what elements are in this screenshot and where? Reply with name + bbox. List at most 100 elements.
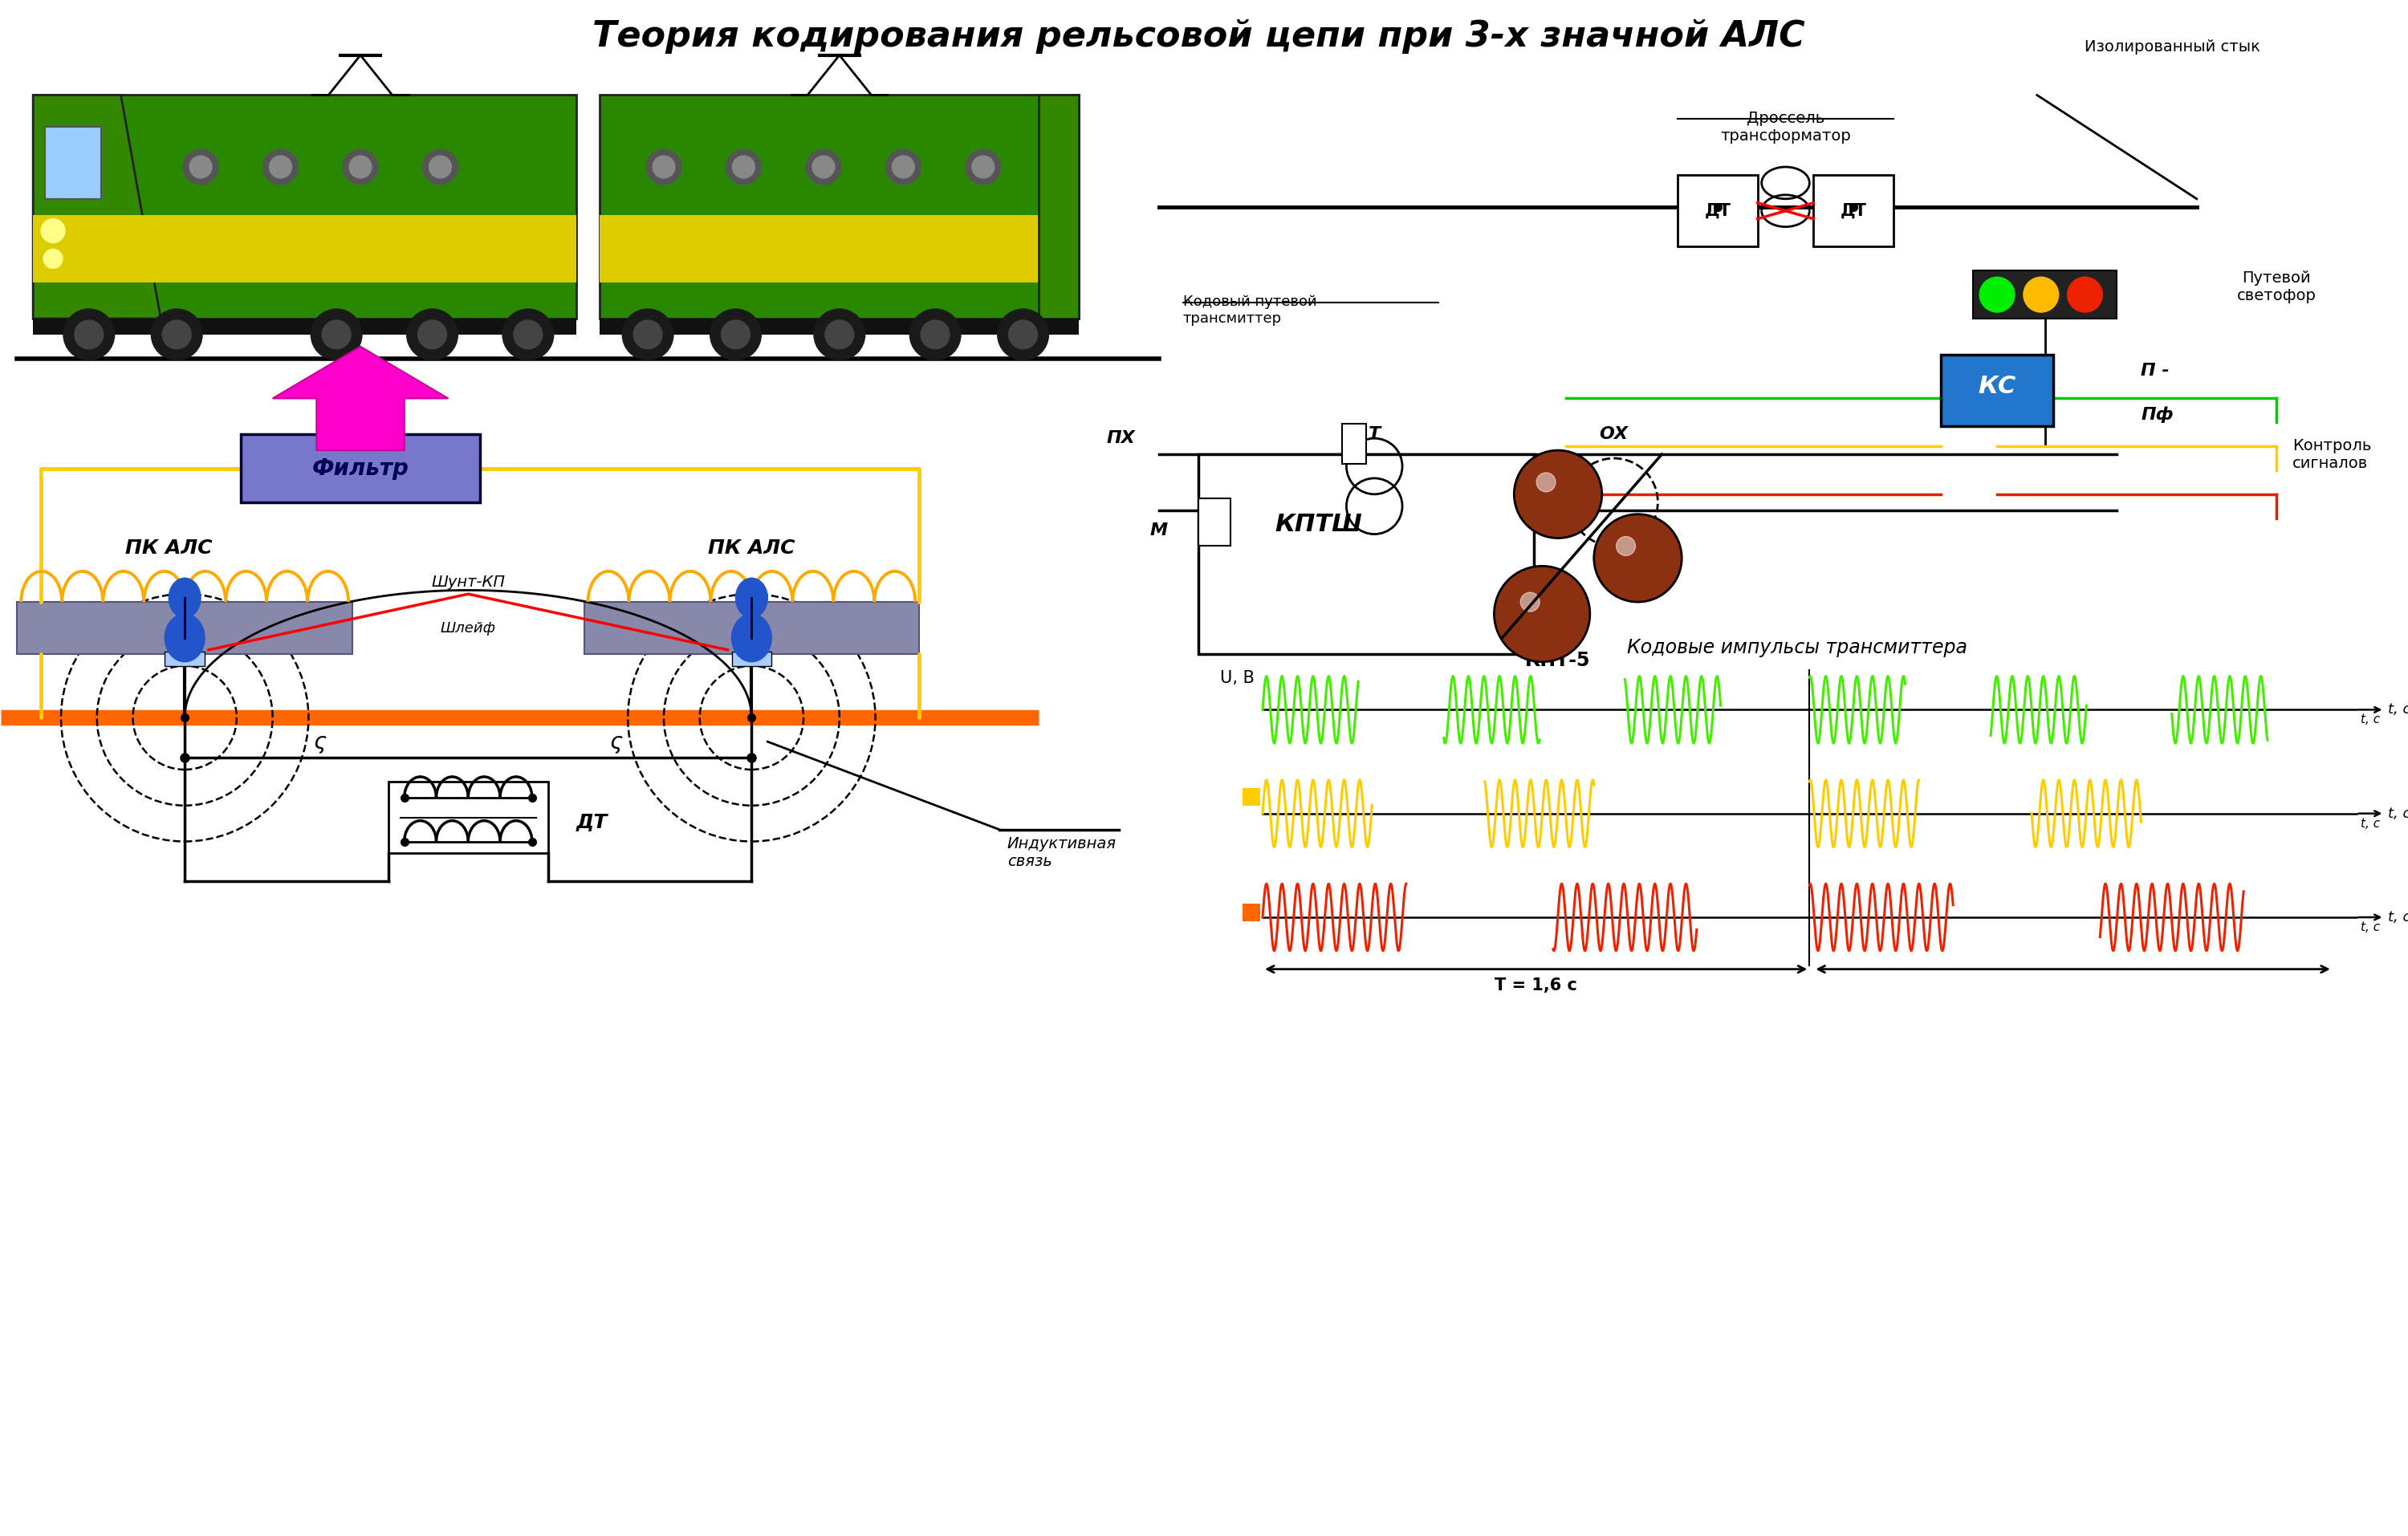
Circle shape: [152, 309, 202, 359]
Text: T = 1,6 с: T = 1,6 с: [1495, 977, 1577, 994]
Circle shape: [1519, 593, 1539, 611]
Bar: [1341, 424, 1365, 464]
Circle shape: [424, 149, 458, 184]
Circle shape: [727, 149, 761, 184]
Circle shape: [1009, 319, 1038, 349]
Circle shape: [722, 319, 749, 349]
Circle shape: [190, 155, 212, 178]
Text: Т: Т: [1368, 427, 1380, 442]
Circle shape: [973, 155, 995, 178]
Polygon shape: [34, 95, 161, 318]
Bar: [388, 782, 549, 854]
Ellipse shape: [732, 614, 771, 662]
Circle shape: [349, 155, 371, 178]
Circle shape: [503, 309, 554, 359]
Circle shape: [2068, 276, 2102, 312]
Ellipse shape: [169, 578, 200, 617]
Circle shape: [910, 309, 961, 359]
Text: ОХ: ОХ: [1599, 427, 1628, 442]
Text: t, c: t, c: [2389, 909, 2408, 925]
Circle shape: [1594, 515, 1681, 602]
Circle shape: [1536, 473, 1556, 492]
Circle shape: [429, 155, 450, 178]
Circle shape: [732, 155, 754, 178]
Text: Кабельная
муфта: Кабельная муфта: [1601, 567, 1676, 598]
Bar: [1678, 175, 1758, 247]
Circle shape: [262, 149, 299, 184]
Bar: [600, 215, 1079, 283]
Text: ПХ: ПХ: [1105, 430, 1134, 447]
Circle shape: [645, 149, 681, 184]
Bar: [732, 651, 771, 665]
Bar: [1972, 270, 2117, 318]
Bar: [17, 602, 352, 654]
FancyBboxPatch shape: [1941, 355, 2054, 427]
Circle shape: [407, 309, 458, 359]
Bar: [1199, 455, 1534, 654]
Circle shape: [43, 249, 63, 269]
Text: ДТ: ДТ: [576, 813, 607, 831]
Text: ДТ: ДТ: [1840, 203, 1866, 218]
Text: Пф: Пф: [2141, 406, 2174, 422]
Circle shape: [75, 319, 104, 349]
Bar: [241, 435, 479, 502]
Circle shape: [814, 309, 864, 359]
Circle shape: [807, 149, 840, 184]
Circle shape: [311, 309, 361, 359]
Text: КПТ-5: КПТ-5: [1524, 651, 1592, 670]
Text: Кодовые импульсы трансмиттера: Кодовые импульсы трансмиттера: [1628, 637, 1967, 657]
Circle shape: [270, 155, 291, 178]
Text: U, В: U, В: [1221, 670, 1255, 685]
Bar: [164, 651, 205, 665]
FancyBboxPatch shape: [34, 95, 576, 318]
Bar: [585, 602, 920, 654]
Text: Контроль
сигналов: Контроль сигналов: [2292, 438, 2372, 470]
Text: ς: ς: [313, 731, 327, 754]
Bar: [34, 215, 576, 283]
Circle shape: [997, 309, 1047, 359]
Text: Кодовый путевой
трансмиттер: Кодовый путевой трансмиттер: [1182, 295, 1317, 326]
Text: Индуктивная
связь: Индуктивная связь: [1007, 836, 1117, 869]
Text: М: М: [1151, 522, 1168, 538]
Circle shape: [183, 149, 219, 184]
Circle shape: [63, 309, 116, 359]
Text: ПК АЛС: ПК АЛС: [708, 539, 795, 558]
Text: П -: П -: [2141, 362, 2170, 378]
Text: Изолированный стык: Изолированный стык: [2085, 40, 2261, 54]
Bar: [34, 215, 193, 283]
Text: Путевой
светофор: Путевой светофор: [2237, 270, 2316, 304]
FancyBboxPatch shape: [600, 95, 1079, 318]
Circle shape: [1616, 536, 1635, 556]
Text: КС: КС: [1977, 375, 2015, 398]
Ellipse shape: [734, 578, 768, 617]
Text: Дроссель
трансформатор: Дроссель трансформатор: [1719, 111, 1852, 144]
Text: ς: ς: [609, 731, 621, 754]
Text: Шунт-КП: Шунт-КП: [431, 574, 506, 590]
Circle shape: [633, 319, 662, 349]
Circle shape: [811, 155, 836, 178]
Circle shape: [920, 319, 949, 349]
Circle shape: [886, 149, 920, 184]
Text: Шлейф: Шлейф: [441, 621, 496, 636]
Circle shape: [1979, 276, 2015, 312]
Polygon shape: [272, 347, 448, 450]
Circle shape: [41, 218, 65, 243]
Text: t, c: t, c: [2389, 702, 2408, 717]
Bar: [1813, 175, 1893, 247]
Circle shape: [2023, 276, 2059, 312]
Text: ПК АЛС: ПК АЛС: [125, 539, 212, 558]
Circle shape: [621, 309, 674, 359]
Circle shape: [653, 155, 674, 178]
Text: t, c: t, c: [2360, 714, 2379, 725]
Text: Фильтр: Фильтр: [313, 458, 409, 479]
Text: t, c: t, c: [2360, 922, 2379, 934]
Circle shape: [891, 155, 915, 178]
Ellipse shape: [164, 614, 205, 662]
Circle shape: [710, 309, 761, 359]
Text: Теория кодирования рельсовой цепи при 3-х значной АЛС: Теория кодирования рельсовой цепи при 3-…: [592, 20, 1806, 54]
Text: t, c: t, c: [2360, 817, 2379, 829]
Circle shape: [826, 319, 855, 349]
FancyBboxPatch shape: [46, 127, 101, 198]
Bar: [1243, 788, 1259, 805]
Bar: [600, 318, 1079, 335]
